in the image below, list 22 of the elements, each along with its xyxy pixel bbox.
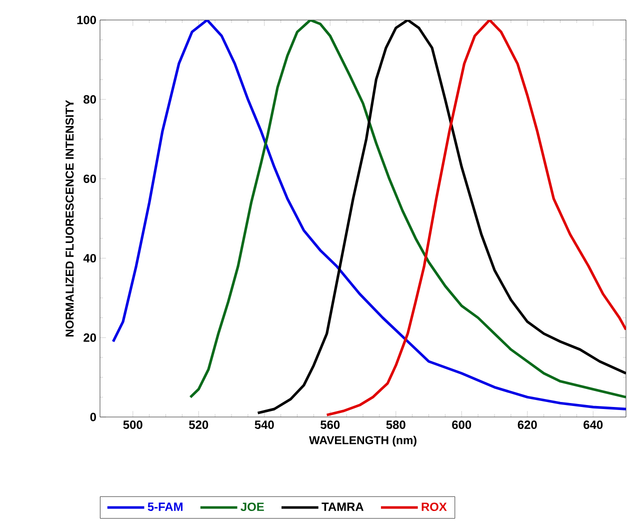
y-tick-label: 20 (84, 333, 96, 342)
legend-label: JOE (240, 502, 264, 512)
x-tick-label: 520 (189, 420, 208, 429)
x-tick-label: 580 (386, 420, 406, 429)
y-tick-label: 0 (90, 412, 96, 422)
line-series (112, 20, 626, 410)
y-axis-title: NORMALIZED FLUORESCENCE INTENSITY (66, 100, 74, 336)
y-tick-label: 40 (83, 254, 96, 262)
x-axis-title: WAVELENGTH (nm) (309, 436, 416, 447)
x-tick-label: 540 (254, 420, 274, 429)
x-tick-label: 620 (518, 420, 537, 429)
y-tick-label: 60 (84, 174, 96, 184)
y-tick-label: 80 (84, 95, 96, 104)
legend-label: TAMRA (322, 502, 364, 511)
legend-label: ROX (422, 502, 447, 512)
x-tick-label: 600 (452, 420, 472, 429)
x-tick-label: 640 (584, 420, 603, 429)
legend-label: 5-FAM (148, 502, 182, 511)
x-tick-label: 500 (123, 420, 142, 429)
y-tick-label: 100 (77, 16, 96, 24)
x-tick-label: 560 (320, 420, 340, 429)
line-series (326, 20, 626, 416)
